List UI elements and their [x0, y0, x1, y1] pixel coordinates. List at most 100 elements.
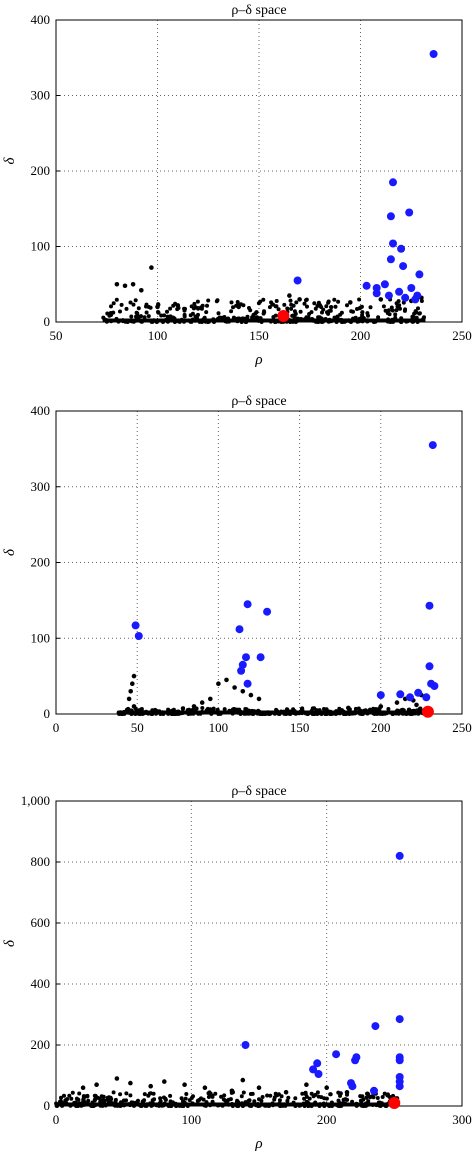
data-point-black — [210, 1094, 215, 1099]
data-point-black — [313, 306, 318, 311]
data-point-black — [195, 299, 200, 304]
data-point-black — [292, 309, 297, 314]
data-point-black — [378, 297, 384, 302]
data-point-black — [86, 1098, 91, 1103]
data-point-black — [303, 1090, 308, 1095]
data-point-blue — [395, 287, 404, 296]
data-point-black — [159, 313, 164, 318]
x-tick-label: 50 — [131, 720, 144, 735]
data-point-black — [181, 706, 185, 711]
data-point-blue — [389, 239, 397, 248]
data-point-black — [300, 1091, 305, 1096]
data-point-black — [158, 1099, 163, 1104]
data-point-black — [316, 315, 321, 320]
data-point-black — [394, 700, 400, 705]
data-point-black — [277, 1098, 282, 1103]
data-point-black — [93, 1094, 98, 1099]
y-tick-label: 300 — [31, 479, 51, 494]
x-tick-label: 200 — [317, 1112, 337, 1127]
x-tick-label: 150 — [249, 328, 269, 343]
x-tick-label: 250 — [452, 720, 472, 735]
y-tick-label: 100 — [31, 239, 51, 254]
data-point-black — [134, 314, 138, 319]
data-point-black — [286, 1095, 291, 1100]
data-point-blue — [396, 690, 405, 699]
data-point-black — [142, 315, 147, 320]
data-point-black — [329, 305, 334, 310]
data-point-black — [261, 297, 266, 302]
data-point-blue — [314, 1070, 323, 1078]
data-point-black — [351, 309, 355, 314]
data-point-black — [105, 311, 110, 316]
data-point-black — [175, 307, 180, 312]
data-point-blue — [401, 293, 410, 302]
x-tick-label: 150 — [290, 720, 310, 735]
data-point-blue — [425, 601, 434, 610]
data-point-black — [328, 1092, 333, 1097]
data-point-blue — [237, 666, 246, 675]
data-point-red — [421, 705, 434, 718]
y-tick-label: 600 — [31, 915, 51, 930]
chart-title: ρ–δ space — [231, 784, 286, 799]
data-point-black — [231, 305, 235, 310]
data-point-black — [142, 1092, 147, 1097]
data-point-black — [162, 1079, 167, 1084]
data-point-black — [85, 1093, 90, 1098]
data-point-black — [214, 299, 219, 304]
data-point-black — [410, 314, 415, 319]
x-tick-label: 0 — [53, 720, 60, 735]
data-point-black — [315, 1090, 320, 1095]
data-point-blue — [430, 682, 439, 690]
data-point-black — [376, 315, 381, 320]
data-point-black — [163, 1097, 168, 1102]
data-point-black — [148, 1083, 153, 1089]
data-point-black — [188, 313, 193, 318]
y-tick-label: 400 — [31, 976, 51, 991]
data-point-black — [196, 312, 200, 317]
data-point-black — [293, 1096, 298, 1101]
data-point-black — [282, 302, 287, 307]
data-point-blue — [372, 289, 381, 298]
data-point-black — [109, 304, 113, 309]
data-point-black — [240, 689, 246, 694]
data-point-black — [136, 306, 141, 311]
data-point-black — [216, 311, 221, 316]
data-point-black — [102, 1098, 107, 1103]
data-point-black — [150, 1098, 155, 1103]
data-point-black — [273, 313, 278, 318]
y-tick-label: 1,000 — [21, 793, 50, 808]
data-point-blue — [415, 270, 424, 279]
data-point-black — [393, 312, 398, 317]
data-point-blue — [397, 244, 406, 253]
x-tick-label: 200 — [371, 720, 391, 735]
y-tick-label: 200 — [31, 163, 51, 178]
data-point-black — [59, 1095, 63, 1100]
data-point-black — [183, 306, 187, 311]
data-point-black — [386, 308, 391, 313]
data-point-black — [183, 1096, 188, 1101]
data-point-black — [192, 301, 197, 306]
data-point-blue — [386, 255, 395, 264]
data-point-black — [364, 1095, 369, 1100]
data-point-black — [262, 310, 267, 315]
data-point-black — [324, 1096, 329, 1101]
data-point-black — [206, 298, 211, 303]
data-point-black — [267, 305, 272, 310]
data-point-black — [148, 305, 153, 310]
data-point-black — [375, 1096, 380, 1100]
data-point-blue — [370, 1086, 378, 1095]
data-point-blue — [348, 1082, 357, 1091]
x-axis-label: ρ — [254, 1136, 262, 1152]
data-point-black — [229, 309, 234, 314]
data-point-black — [204, 310, 209, 315]
data-point-black — [240, 1077, 246, 1083]
data-point-black — [298, 309, 303, 314]
data-point-black — [285, 1098, 290, 1103]
data-point-black — [81, 1094, 86, 1099]
data-point-black — [235, 1098, 240, 1103]
chart-title: ρ–δ space — [231, 3, 286, 18]
data-point-black — [70, 1090, 75, 1095]
data-point-blue — [256, 653, 265, 662]
